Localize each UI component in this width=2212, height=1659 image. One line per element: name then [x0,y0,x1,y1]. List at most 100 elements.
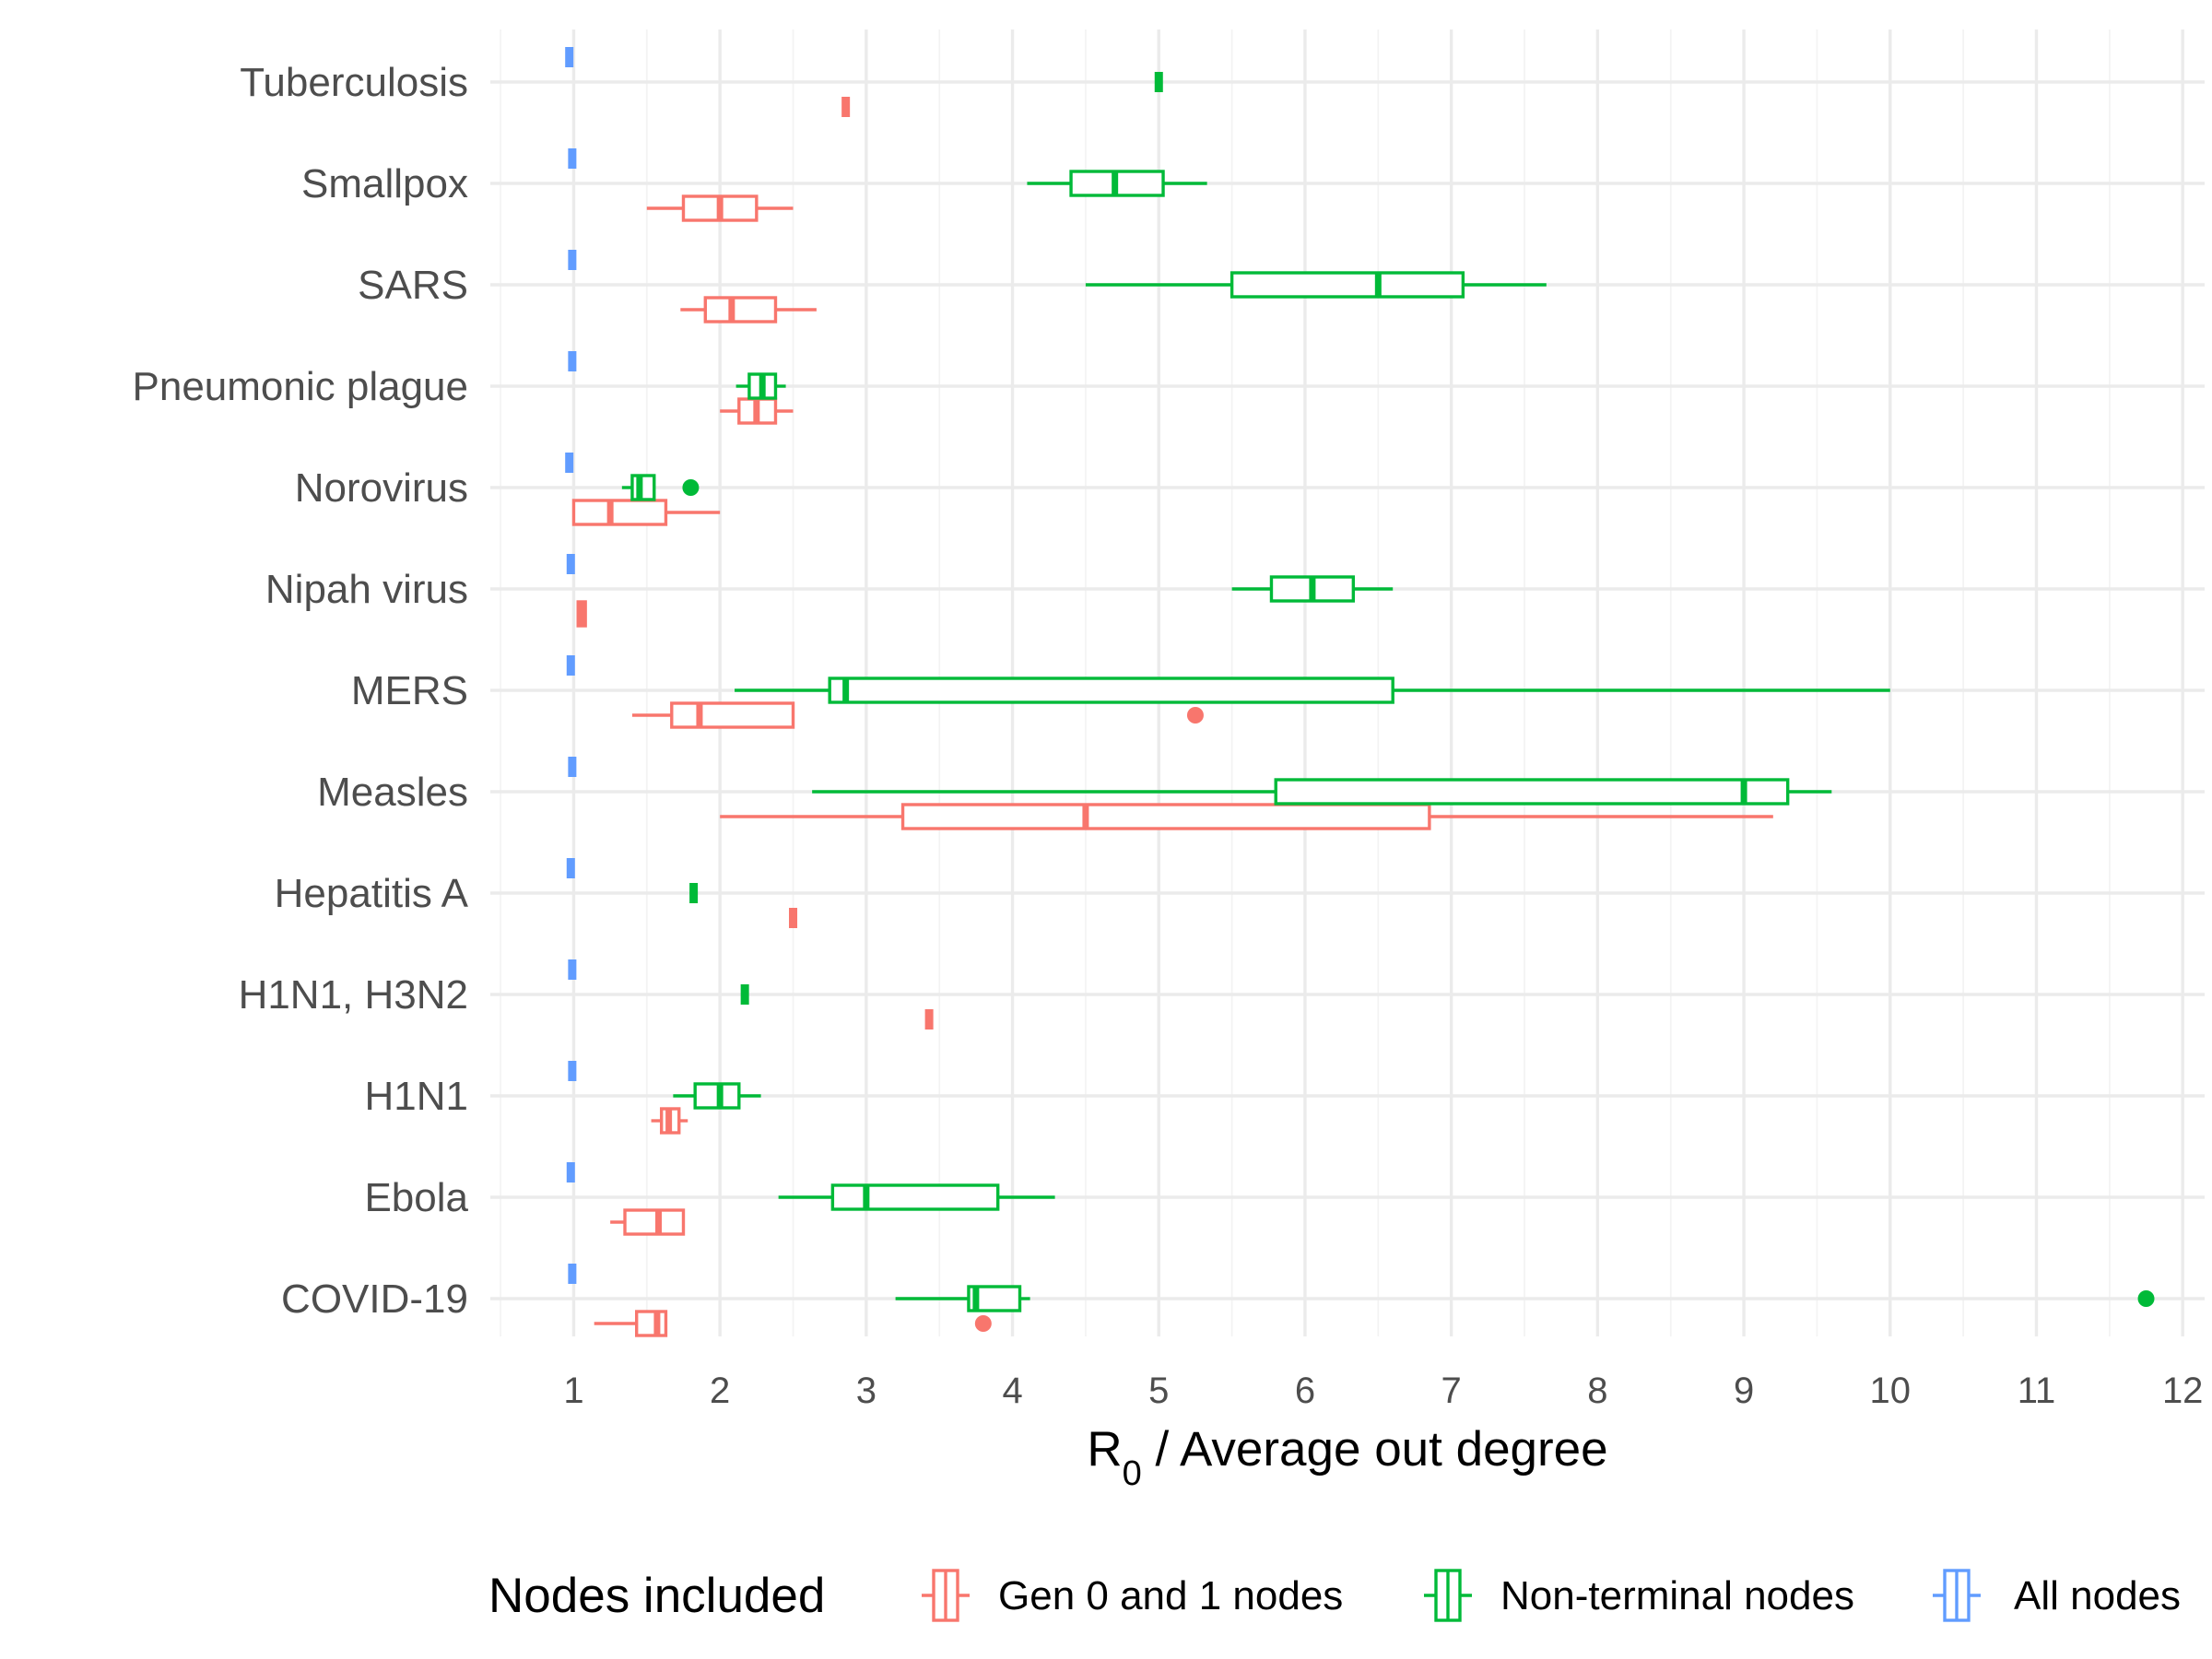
x-axis-tick-labels: 1 2 3 4 5 6 7 8 9 10 11 12 [563,1371,2203,1411]
y-tick-label: Measles [317,770,468,815]
box-norovirus [571,499,721,526]
box-sars [568,250,577,270]
box-tuberculosis [565,47,574,67]
box-ebola [566,1162,575,1182]
box-measles [568,757,577,777]
series-all-nodes [565,47,577,1284]
box-hepatitis-a [789,908,798,928]
box-h1n1 [673,1082,761,1110]
box-smallpox [646,194,794,222]
iqr-box [830,1183,1000,1211]
iqr-box [571,499,668,526]
x-tick-label: 1 [563,1371,583,1411]
legend-key [1424,1569,1472,1622]
y-tick-label: Tuberculosis [240,60,468,105]
series-non-terminal-nodes [621,72,2155,1312]
iqr-box [623,1208,686,1236]
median-marker [924,1009,934,1030]
x-tick-label: 11 [2018,1371,2056,1411]
y-tick-label: Nipah virus [265,567,468,612]
median-marker [566,858,575,878]
y-tick-label: H1N1, H3N2 [239,972,468,1018]
box-nipah-virus [576,600,587,628]
iqr-box [1274,778,1790,806]
box-h1n1 [568,1061,577,1081]
median-marker [566,655,575,676]
median-marker [1154,72,1163,92]
legend-label: Gen 0 and 1 nodes [998,1573,1343,1618]
iqr-box [630,474,656,501]
y-tick-label: Ebola [364,1175,468,1220]
x-axis-title: R0 / Average out degree [1087,1422,1607,1493]
box-sars [680,296,817,324]
legend-label: All nodes [2014,1573,2181,1618]
median-marker [740,984,749,1005]
x-tick-label: 9 [1734,1371,1754,1411]
outlier-point [974,1315,992,1332]
box-nipah-virus [1231,575,1394,603]
outlier-point [2137,1290,2155,1307]
y-tick-label: Norovirus [295,465,468,511]
x-tick-label: 7 [1441,1371,1462,1411]
x-tick-label: 12 [2162,1371,2204,1411]
box-hepatitis-a [566,858,575,878]
box-pneumonic-plague [735,372,786,400]
box-hepatitis-a [689,883,699,903]
iqr-box [900,803,1431,830]
median-marker [568,1264,577,1284]
median-marker [565,47,574,67]
median-marker [689,883,699,903]
box-h1n1-h3n2 [924,1009,934,1030]
iqr-box [1230,271,1465,299]
box-h1n1-h3n2 [568,959,577,980]
median-marker [566,1162,575,1182]
median-marker [568,1061,577,1081]
outlier-point [682,479,700,496]
legend-title: Nodes included [488,1569,825,1623]
x-tick-label: 6 [1295,1371,1315,1411]
median-marker [841,97,851,117]
y-axis-tick-labels: Tuberculosis Smallpox SARS Pneumonic plague… [133,60,469,1322]
median-marker [568,757,577,777]
legend-key [922,1569,970,1622]
box-mers [735,677,1890,704]
box-h1n1 [651,1107,688,1135]
y-tick-label: SARS [358,263,468,308]
outlier-point [1186,707,1204,724]
box-smallpox [568,148,577,169]
y-tick-label: MERS [351,668,468,713]
box-layer [565,47,2155,1337]
median-marker [565,453,574,473]
x-tick-label: 5 [1148,1371,1169,1411]
median-marker [789,908,798,928]
x-tick-label: 2 [710,1371,730,1411]
box-ebola [778,1183,1055,1211]
box-nipah-virus [566,554,575,574]
x-tick-label: 8 [1587,1371,1607,1411]
box-mers [631,701,1204,729]
box-ebola [610,1208,686,1236]
legend: Nodes included Gen 0 and 1 nodes Non-termi… [488,1569,2181,1623]
y-tick-label: H1N1 [365,1074,469,1119]
median-marker [568,250,577,270]
legend-label: Non-terminal nodes [1500,1573,1854,1618]
box-covid-19 [568,1264,577,1284]
iqr-box [828,677,1394,704]
box-covid-19 [895,1285,2155,1312]
median-marker [568,148,577,169]
x-tick-label: 4 [1002,1371,1022,1411]
box-tuberculosis [841,97,851,117]
y-tick-label: COVID-19 [281,1277,468,1322]
iqr-box [670,701,795,729]
box-measles [812,778,1832,806]
box-smallpox [1027,170,1207,197]
box-sars [1085,271,1547,299]
box-pneumonic-plague [568,351,577,371]
box-h1n1-h3n2 [740,984,749,1005]
box-pneumonic-plague [720,397,794,425]
box-norovirus [565,453,574,473]
y-tick-label: Pneumonic plague [133,364,468,409]
iqr-box [635,1310,668,1337]
x-tick-label: 10 [1870,1371,1912,1411]
